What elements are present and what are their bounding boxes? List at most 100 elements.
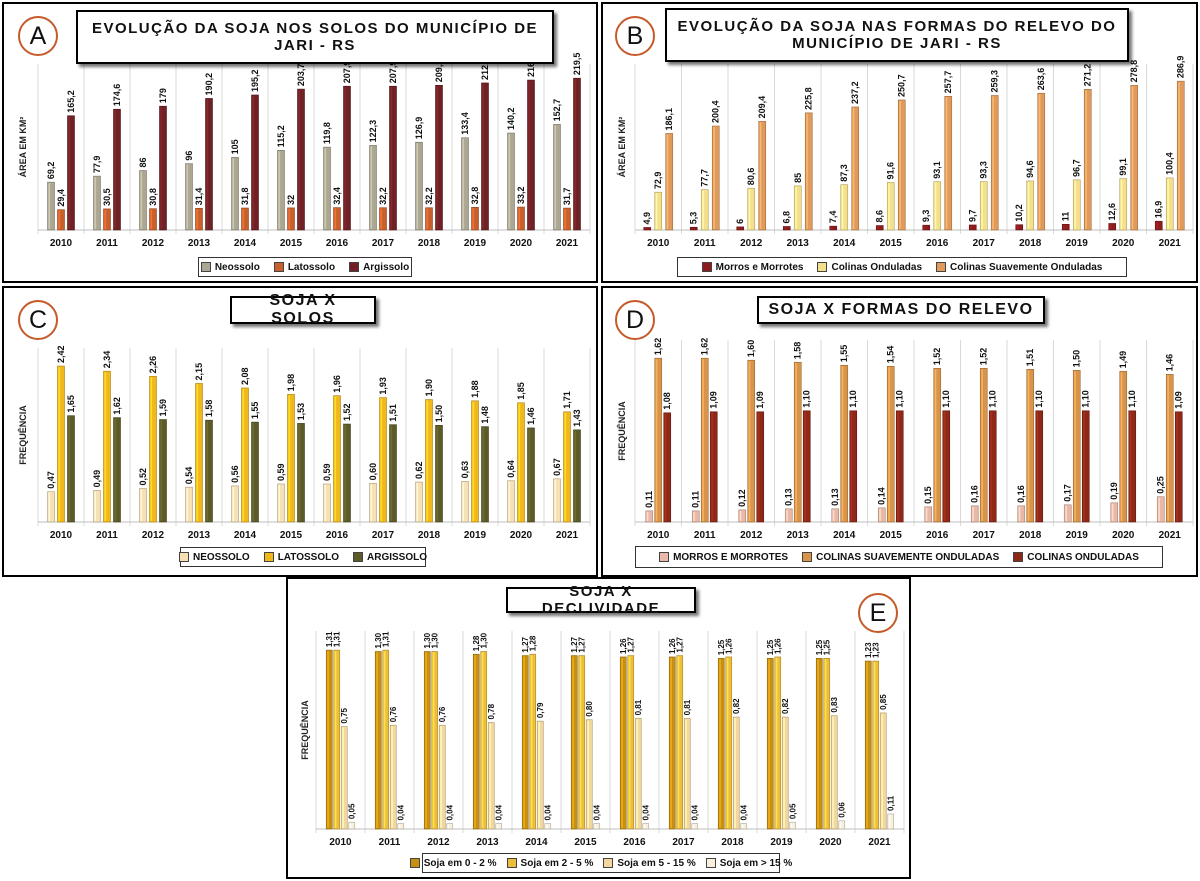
x-tick-label: 2017: [973, 238, 996, 249]
bar: [875, 225, 884, 231]
data-label: 1,31: [382, 631, 391, 647]
legend-swatch: [506, 858, 517, 868]
x-tick-label: 2016: [326, 238, 349, 249]
bar-highlight: [390, 87, 393, 229]
data-label: 0,75: [340, 707, 349, 723]
data-label: 9,7: [968, 209, 978, 222]
data-label: 0,04: [691, 804, 700, 820]
bar: [879, 712, 887, 830]
bar: [895, 410, 904, 523]
y-axis-label: FREQUÊNCIA: [17, 405, 28, 465]
bar-highlight: [150, 209, 153, 229]
x-tick-label: 2016: [926, 530, 949, 541]
data-label: 1,09: [755, 391, 765, 409]
data-label: 32,4: [332, 187, 342, 205]
bar-highlight: [881, 713, 883, 828]
bar-highlight: [206, 99, 209, 229]
data-label: 94,6: [1025, 160, 1035, 178]
data-label: 0,81: [634, 699, 643, 715]
bar: [886, 365, 895, 523]
bar: [446, 823, 454, 830]
bar: [251, 421, 259, 523]
bar-highlight: [664, 413, 667, 521]
bar: [830, 715, 838, 830]
data-label: 30,5: [102, 188, 112, 206]
chart-c: FREQUÊNCIA 0,47 2,42 1,65 2010 0,49 2,34 1,62 20…: [17, 346, 591, 541]
data-label: 1,62: [653, 338, 663, 356]
data-label: 99,1: [1118, 158, 1128, 176]
bar: [877, 507, 886, 523]
bar-highlight: [370, 484, 373, 521]
bar: [573, 77, 581, 231]
bar-highlight: [1036, 411, 1039, 521]
data-label: 69,2: [46, 162, 56, 180]
data-label: 91,6: [886, 162, 896, 180]
bar-highlight: [48, 183, 51, 229]
bar-highlight: [741, 824, 744, 828]
data-label: 216,8: [526, 55, 536, 78]
x-tick-label: 2010: [50, 238, 73, 249]
x-tick-label: 2012: [740, 238, 763, 249]
legend-item: Colinas Suavemente Onduladas: [936, 262, 1102, 273]
data-label: 207,9: [388, 61, 398, 84]
x-tick-label: 2018: [418, 530, 441, 541]
bar: [654, 357, 663, 523]
bar: [1083, 89, 1092, 231]
bar-highlight: [1120, 179, 1123, 229]
data-label: 6,8: [782, 211, 792, 224]
x-tick-label: 2021: [556, 530, 579, 541]
legend-label: MORROS E MORROTES: [673, 551, 789, 563]
bar-highlight: [324, 148, 327, 229]
data-label: 1,58: [204, 400, 214, 418]
bar: [343, 423, 351, 523]
bar: [793, 185, 802, 231]
bar-highlight: [298, 90, 301, 229]
bar: [185, 486, 193, 523]
bar-highlight: [380, 208, 383, 229]
bar: [563, 411, 571, 523]
x-tick-label: 2014: [234, 530, 257, 541]
bar-highlight: [1109, 224, 1112, 229]
bar: [864, 660, 872, 830]
data-label: 1,26: [668, 638, 677, 654]
data-label: 0,15: [923, 486, 933, 504]
y-axis-label: FREQUÊNCIA: [616, 401, 627, 461]
bar: [425, 399, 433, 523]
bar-highlight: [1111, 503, 1114, 521]
bar-highlight: [425, 652, 427, 828]
data-label: 1,60: [746, 340, 756, 358]
bar: [57, 209, 65, 231]
bar-highlight: [1131, 86, 1134, 229]
data-label: 1,10: [848, 390, 858, 408]
data-label: 1,10: [802, 390, 812, 408]
chart-title: EVOLUÇÃO DA SOJA NOS SOLOS DO MUNICÍPIO …: [76, 10, 554, 64]
chart-title: EVOLUÇÃO DA SOJA NAS FORMAS DO RELEVO DO…: [665, 8, 1129, 62]
bar: [1081, 410, 1090, 523]
bar-highlight: [775, 657, 778, 828]
bar: [585, 719, 593, 830]
bar-highlight: [416, 483, 419, 521]
data-label: 80,6: [746, 168, 756, 186]
bar: [205, 98, 213, 231]
x-tick-label: 2016: [326, 530, 349, 541]
data-label: 1,10: [1081, 390, 1091, 408]
legend-label: ARGISSOLO: [367, 551, 428, 563]
bar-highlight: [349, 823, 352, 828]
data-label: 1,26: [774, 638, 783, 654]
legend-item: Soja em 5 - 15 %: [603, 858, 696, 869]
bar: [1026, 369, 1035, 523]
bar-highlight: [206, 421, 209, 521]
bar: [471, 400, 479, 523]
bar: [57, 365, 65, 523]
data-label: 105: [230, 139, 240, 154]
data-label: 1,30: [423, 632, 432, 648]
data-label: 0,82: [732, 698, 741, 714]
data-label: 0,19: [1109, 482, 1119, 500]
data-label: 31,7: [562, 188, 572, 206]
bar-highlight: [713, 127, 715, 229]
x-tick-label: 2021: [1159, 238, 1182, 249]
x-tick-label: 2017: [372, 238, 395, 249]
data-label: 250,7: [897, 74, 907, 97]
bar-highlight: [786, 509, 788, 521]
panel-badge: D: [615, 300, 655, 340]
